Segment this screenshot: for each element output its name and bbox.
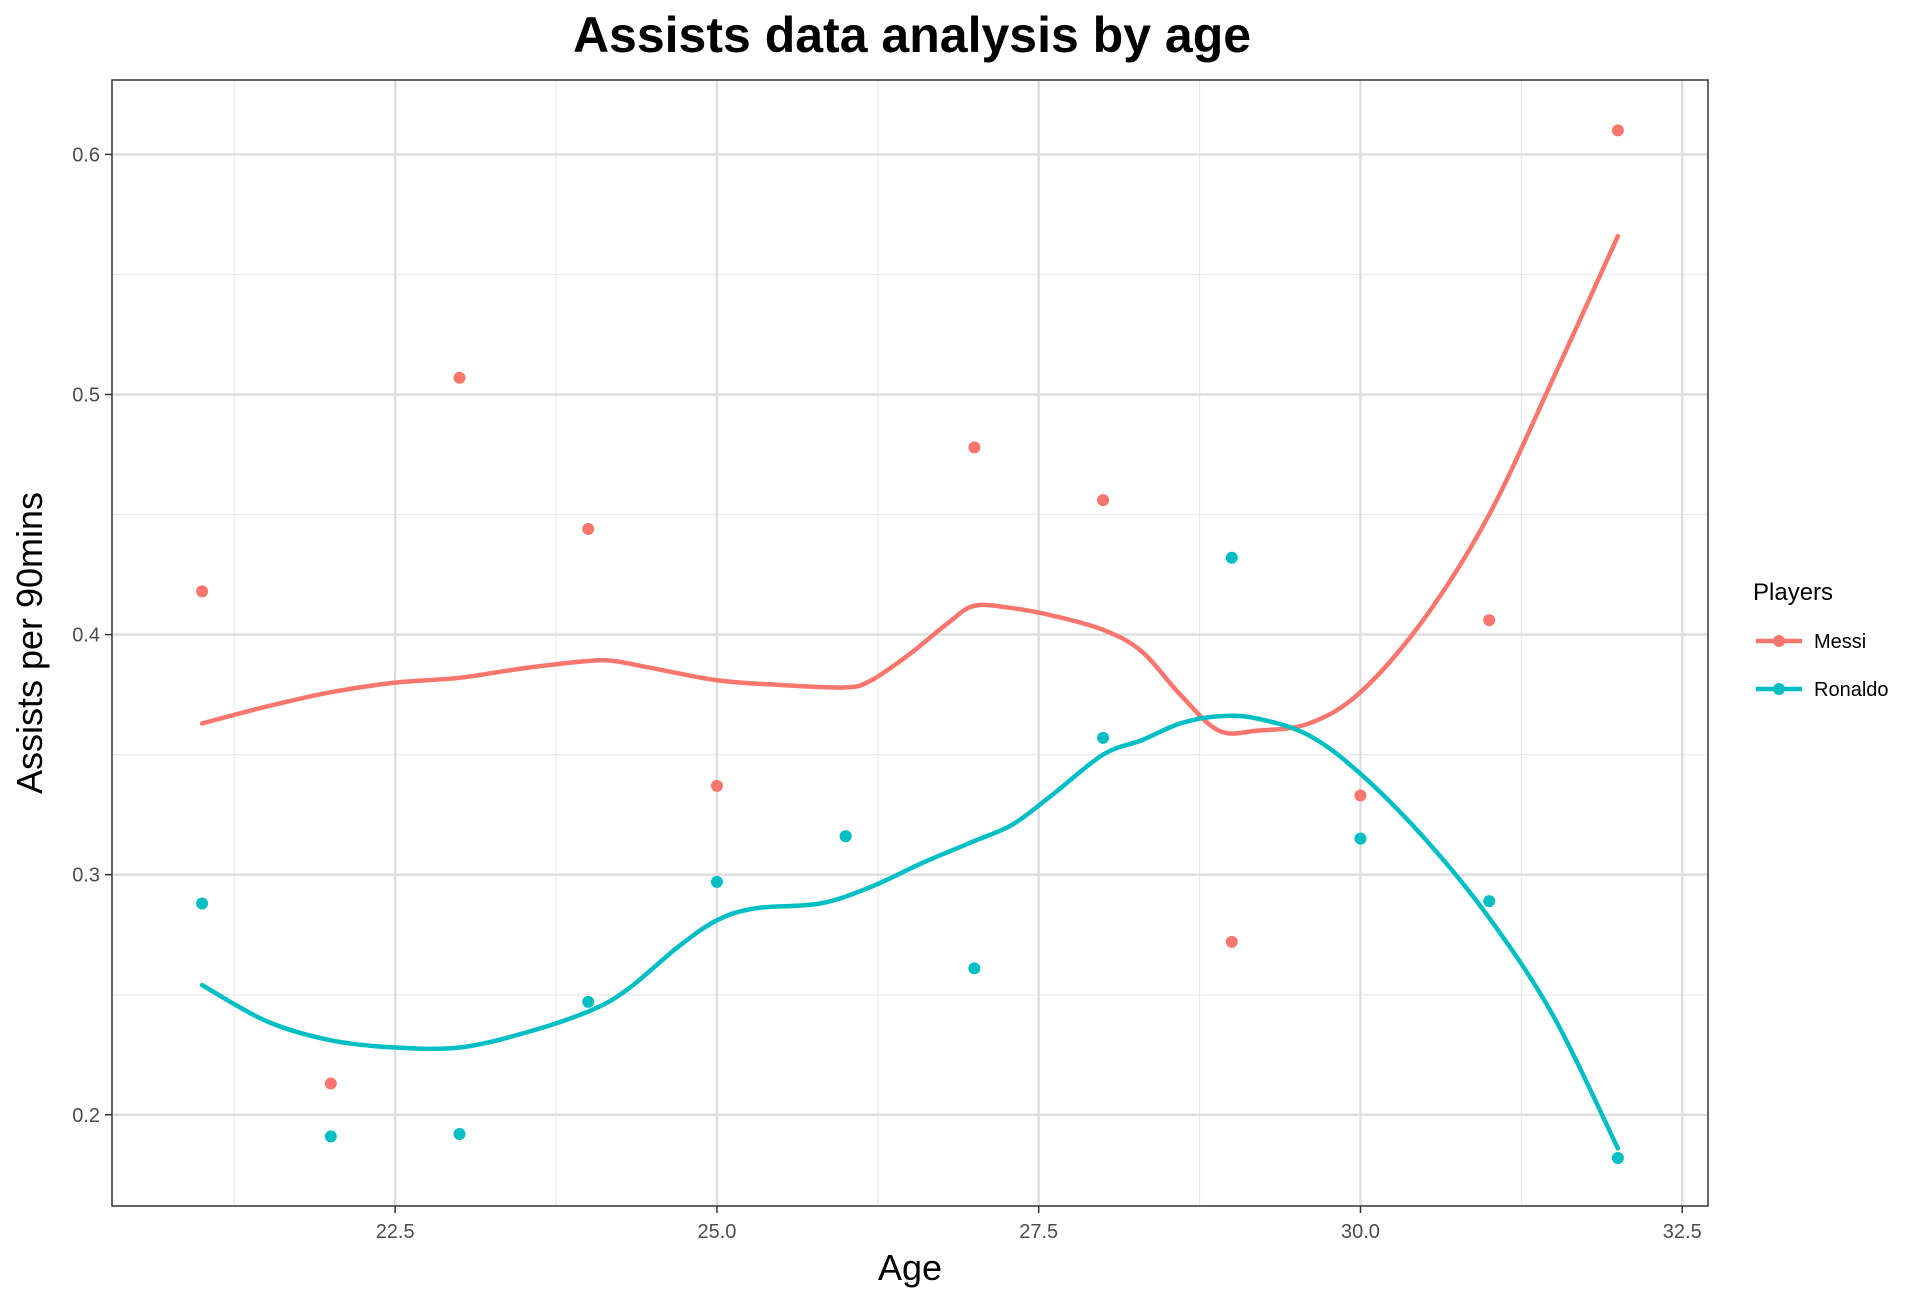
plot-border (111, 79, 1709, 1207)
y-axis-ticks: 0.2 0.3 0.4 0.5 0.6 (72, 144, 112, 1127)
data-point-ronaldo (1611, 1151, 1624, 1164)
data-point-messi (582, 522, 595, 535)
data-point-messi (1225, 935, 1238, 948)
data-point-ronaldo (1225, 551, 1238, 564)
grid-major (112, 80, 1708, 1206)
data-point-messi (968, 441, 981, 454)
x-axis-title: Age (878, 1247, 942, 1288)
data-point-ronaldo (839, 830, 852, 843)
x-tick-label: 27.5 (1019, 1221, 1058, 1243)
data-point-ronaldo (453, 1127, 466, 1140)
smooth-line-messi (199, 233, 1621, 736)
data-point-messi (324, 1077, 337, 1090)
data-point-messi (1354, 789, 1367, 802)
y-tick-label: 0.6 (72, 144, 100, 166)
x-tick-label: 25.0 (697, 1221, 736, 1243)
x-axis-ticks: 22.5 25.0 27.5 30.0 32.5 (376, 1206, 1702, 1243)
x-tick-label: 32.5 (1663, 1221, 1702, 1243)
data-point-messi (1097, 494, 1110, 507)
grid-minor (112, 80, 1708, 1206)
legend-title: Players (1753, 579, 1833, 606)
data-point-ronaldo (196, 897, 209, 910)
legend-key-point-messi (1773, 635, 1785, 647)
data-point-messi (710, 779, 723, 792)
legend-label-messi: Messi (1814, 631, 1866, 653)
smooth-lines (199, 233, 1621, 1151)
data-point-ronaldo (1354, 832, 1367, 845)
data-point-ronaldo (1097, 731, 1110, 744)
plot-panel (112, 80, 1708, 1206)
x-tick-label: 30.0 (1341, 1221, 1380, 1243)
x-tick-label: 22.5 (376, 1221, 415, 1243)
data-point-ronaldo (968, 962, 981, 975)
y-tick-label: 0.3 (72, 865, 100, 887)
data-point-ronaldo (324, 1130, 337, 1143)
y-axis-title: Assists per 90mins (9, 492, 50, 794)
data-point-messi (1483, 614, 1496, 627)
data-point-messi (196, 585, 209, 598)
data-points (196, 124, 1624, 1164)
y-tick-label: 0.5 (72, 385, 100, 407)
legend-label-ronaldo: Ronaldo (1814, 679, 1889, 701)
legend: Players Messi Ronaldo (1753, 579, 1889, 701)
data-point-ronaldo (1483, 895, 1496, 908)
data-point-ronaldo (710, 875, 723, 888)
chart-title: Assists data analysis by age (573, 7, 1251, 63)
data-point-messi (1611, 124, 1624, 137)
data-point-ronaldo (582, 995, 595, 1008)
y-tick-label: 0.4 (72, 625, 100, 647)
data-point-messi (453, 371, 466, 384)
legend-key-point-ronaldo (1773, 683, 1785, 695)
smooth-line-ronaldo (199, 713, 1621, 1151)
y-tick-label: 0.2 (72, 1105, 100, 1127)
